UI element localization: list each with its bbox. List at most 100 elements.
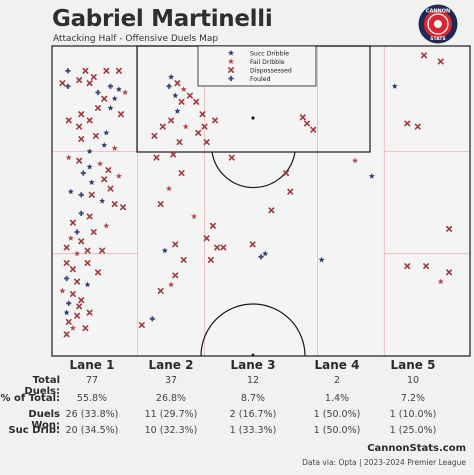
duel-point-127 (421, 52, 428, 59)
duel-points (59, 52, 453, 338)
table-cell: 37 (164, 375, 178, 386)
duel-point-74 (76, 303, 83, 310)
duel-point-38 (107, 185, 114, 192)
duel-point-96 (178, 170, 185, 177)
duel-point-122 (303, 120, 310, 127)
duel-point-113 (228, 154, 235, 161)
duel-point-66 (78, 297, 85, 304)
legend-box (197, 45, 317, 87)
lane-header-4: Lane 4 (314, 358, 360, 372)
duel-point-109 (149, 316, 155, 322)
row-label-1: Total Duels: (24, 375, 60, 397)
duel-point-28 (111, 145, 118, 151)
duel-point-15 (111, 95, 118, 102)
table-cell: 10 (406, 375, 420, 386)
table-cell: 2 (333, 375, 341, 386)
duel-point-129 (391, 83, 398, 89)
duel-point-29 (65, 154, 72, 161)
center-spot (251, 353, 255, 357)
row-label-4: Suc Drib: (8, 425, 60, 436)
duel-point-106 (172, 272, 179, 279)
duel-point-104 (161, 247, 168, 254)
lane-header-1: Lane 1 (69, 358, 115, 372)
legend-label-1: Succ Dribble (250, 50, 289, 57)
duel-point-44 (120, 204, 127, 211)
duel-point-70 (65, 318, 72, 325)
duel-point-121 (299, 114, 306, 121)
lane-header-2: Lane 2 (148, 358, 194, 372)
duel-point-79 (180, 86, 187, 92)
duel-point-83 (193, 98, 200, 105)
duel-point-120 (287, 188, 294, 195)
duel-point-135 (446, 269, 453, 276)
cannonstats-logo: CANNON STATS (418, 4, 458, 44)
duel-point-111 (207, 256, 214, 263)
duel-point-130 (404, 120, 411, 127)
duel-point-128 (437, 58, 444, 65)
row-label-3: Duels Won: (28, 409, 60, 431)
duel-point-95 (153, 154, 160, 161)
duel-point-136 (437, 278, 444, 285)
duel-point-117 (262, 250, 269, 257)
duel-point-68 (63, 309, 70, 316)
duel-point-34 (80, 170, 86, 176)
duel-point-37 (101, 176, 108, 183)
duel-point-90 (195, 129, 202, 136)
duel-point-99 (191, 213, 198, 220)
duel-point-114 (283, 170, 290, 177)
duel-point-101 (203, 235, 210, 242)
table-cell: 1 (10.0%) (389, 409, 437, 420)
duel-point-42 (99, 197, 106, 204)
duel-point-6 (59, 80, 66, 87)
duel-point-40 (78, 192, 84, 198)
duel-point-77 (166, 83, 172, 89)
table-cell: 7.2% (400, 393, 426, 404)
duel-point-4 (103, 67, 110, 74)
legend-marker-1 (227, 49, 235, 56)
duel-point-103 (214, 244, 221, 251)
duel-point-85 (199, 111, 206, 118)
duel-point-41 (88, 191, 95, 198)
duel-point-124 (318, 256, 325, 263)
duel-point-81 (186, 92, 193, 99)
table-cell: 1 (33.3%) (229, 425, 277, 436)
duel-point-88 (159, 123, 166, 130)
duel-point-91 (151, 132, 158, 139)
duel-point-58 (84, 260, 91, 266)
legend-marker-3 (228, 67, 234, 73)
duel-point-61 (64, 275, 70, 282)
duel-point-78 (174, 80, 181, 87)
duel-point-1 (65, 68, 71, 74)
duel-point-62 (74, 278, 81, 285)
legend-marker-4 (228, 75, 234, 82)
logo-top-text: CANNON (426, 9, 450, 15)
duel-point-131 (414, 123, 421, 130)
duel-point-59 (69, 266, 76, 273)
duel-point-21 (117, 111, 124, 118)
duel-point-60 (94, 269, 101, 276)
lane-header-5: Lane 5 (390, 358, 436, 372)
lane-lines (52, 46, 470, 356)
duel-point-57 (63, 260, 70, 266)
table-cell: 1 (50.0%) (313, 409, 361, 420)
duel-point-115 (268, 207, 275, 214)
duel-point-20 (86, 117, 93, 124)
duel-point-12 (122, 89, 129, 96)
duel-point-134 (423, 263, 430, 270)
duel-point-13 (95, 89, 101, 96)
duel-point-19 (65, 117, 72, 124)
duel-point-76 (168, 73, 175, 80)
table-cell: 2 (16.7%) (229, 409, 277, 420)
table-cell: 1 (50.0%) (313, 425, 361, 436)
duel-point-98 (157, 201, 164, 208)
table-cell: 77 (85, 375, 99, 386)
duel-point-47 (69, 219, 76, 226)
duel-point-80 (172, 92, 179, 99)
duel-point-50 (90, 229, 97, 235)
duel-point-89 (182, 123, 189, 130)
center-circle (200, 303, 306, 357)
duel-point-110 (138, 322, 145, 328)
duel-point-107 (157, 287, 164, 294)
duel-point-30 (76, 157, 83, 164)
